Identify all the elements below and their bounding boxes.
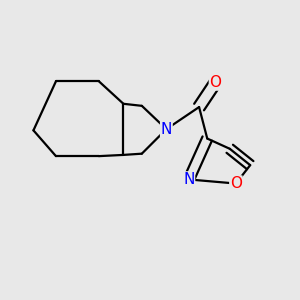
Text: N: N — [183, 172, 194, 187]
Text: O: O — [230, 176, 242, 191]
Text: N: N — [161, 122, 172, 136]
Text: O: O — [209, 75, 221, 90]
